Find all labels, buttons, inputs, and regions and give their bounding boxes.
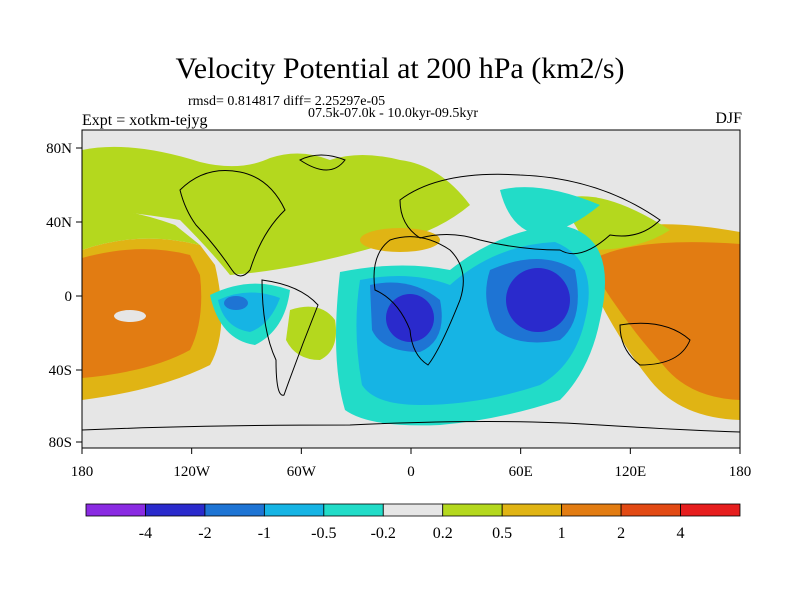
colorbar-label: -4 [139, 525, 152, 542]
lon-tick-label: 0 [407, 464, 415, 480]
lat-tick-label: 40N [46, 215, 72, 231]
colorbar-label: -0.2 [371, 525, 396, 542]
colorbar-swatch [263, 503, 325, 517]
colorbar-swatch [442, 503, 503, 517]
page-title: Velocity Potential at 200 hPa (km2/s) [175, 52, 625, 85]
axis-ticks: 180 120W 60W 0 60E 120E 180 80N 40N 0 40S 80S [46, 141, 751, 480]
colorbar-label: 0.5 [492, 525, 512, 542]
colorbar-swatch [382, 503, 444, 517]
period-label: 07.5k-07.0k - 10.0kyr-09.5kyr [308, 106, 479, 121]
colorbar-swatch [204, 503, 265, 517]
lat-tick-label: 0 [65, 289, 73, 305]
colorbar-swatch [323, 503, 384, 517]
colorbar-label: -0.5 [311, 525, 336, 542]
colorbar-label: 1 [558, 525, 566, 542]
colorbar-swatch [561, 503, 622, 517]
lon-tick-label: 120E [614, 464, 646, 480]
lon-tick-label: 180 [71, 464, 94, 480]
lon-tick-label: 120W [173, 464, 211, 480]
colorbar-label: 2 [617, 525, 625, 542]
lat-tick-label: 80N [46, 141, 72, 157]
colorbar-label: 4 [677, 525, 685, 542]
colorbar-label: -2 [198, 525, 211, 542]
colorbar-label: -1 [258, 525, 271, 542]
coastlines [82, 154, 740, 433]
lat-tick-label: 80S [49, 435, 72, 451]
colorbar: -4 -2 -1 -0.5 -0.2 0.2 0.5 1 2 4 [85, 503, 741, 542]
lat-tick-label: 40S [49, 363, 72, 379]
colorbar-swatch [501, 503, 563, 517]
colorbar-swatch [680, 503, 741, 517]
lon-tick-label: 60E [509, 464, 533, 480]
contour-fill [82, 130, 740, 448]
colorbar-label: 0.2 [433, 525, 453, 542]
colorbar-swatch [620, 503, 681, 517]
season-label: DJF [715, 110, 742, 127]
lon-tick-label: 60W [287, 464, 317, 480]
stats-label: rmsd= 0.814817 diff= 2.25297e-05 [188, 94, 386, 109]
experiment-label: Expt = xotkm-tejyg [82, 112, 208, 129]
colorbar-swatch [85, 503, 146, 517]
lon-tick-label: 180 [729, 464, 752, 480]
colorbar-swatch [145, 503, 206, 517]
